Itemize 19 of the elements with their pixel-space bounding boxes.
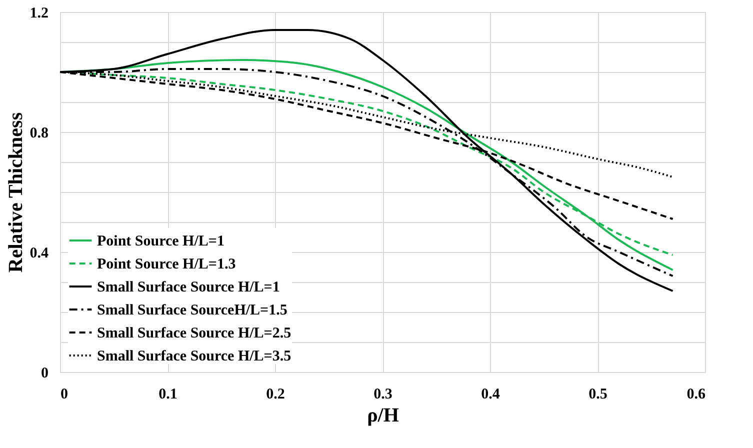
- y-tick-label: 0.8: [30, 126, 48, 142]
- y-tick-label: 0.4: [30, 246, 49, 262]
- legend-label: Point Source H/L=1: [97, 234, 224, 250]
- x-tick-label: 0.4: [481, 386, 500, 402]
- x-tick-label: 0.3: [374, 386, 392, 402]
- x-tick-label: 0: [60, 386, 68, 402]
- legend-label: Small Surface Source H/L=1: [97, 280, 280, 296]
- legend-label: Small Surface Source H/L=3.5: [97, 348, 292, 364]
- y-axis-title: Relative Thickness: [4, 112, 27, 273]
- x-axis-title: ρ/H: [367, 404, 400, 426]
- legend-label: Small Surface SourceH/L=1.5: [97, 302, 288, 318]
- y-tick-label: 0: [41, 366, 48, 382]
- legend-label: Point Source H/L=1.3: [97, 256, 236, 272]
- x-tick-label: 0.5: [588, 386, 608, 402]
- y-tick-label: 1.2: [30, 6, 48, 22]
- x-tick-label: 0.2: [266, 386, 285, 402]
- legend-label: Small Surface Source H/L=2.5: [97, 326, 292, 342]
- x-tick-label: 0.6: [686, 386, 706, 402]
- x-tick-label: 0.1: [158, 386, 178, 402]
